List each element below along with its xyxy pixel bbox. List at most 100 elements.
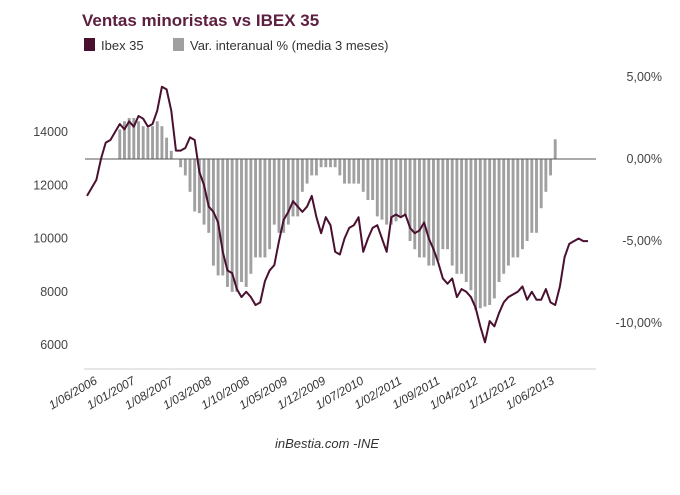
left-axis: 6000 8000 10000 12000 14000: [33, 125, 68, 352]
retail-bar: [132, 118, 136, 159]
x-axis: 1/06/20061/01/20071/08/20071/03/20081/10…: [46, 373, 557, 412]
retail-bar: [272, 159, 276, 225]
right-axis: 5,00% 0,00% -5,00% -10,00%: [615, 70, 662, 330]
retail-bar: [338, 159, 342, 176]
right-tick-label: 5,00%: [627, 70, 662, 84]
retail-bar: [357, 159, 361, 184]
right-tick-label: 0,00%: [627, 152, 662, 166]
retail-bar: [244, 159, 248, 287]
retail-bar: [169, 150, 173, 159]
retail-bar: [277, 159, 281, 233]
legend-label-ibex: Ibex 35: [101, 38, 144, 53]
retail-bar: [310, 159, 314, 176]
retail-bar: [492, 159, 496, 299]
retail-bar: [450, 159, 454, 266]
retail-bar: [539, 159, 543, 209]
retail-bar: [249, 159, 253, 274]
retail-bar: [165, 137, 169, 159]
retail-bar: [446, 159, 449, 250]
retail-bar: [183, 159, 187, 176]
retail-bar: [314, 159, 318, 176]
retail-bar: [286, 159, 290, 225]
retail-bar: [329, 159, 332, 168]
retail-bar: [188, 159, 192, 192]
left-tick-label: 12000: [33, 178, 68, 192]
retail-bar: [319, 159, 323, 168]
chart-title: Ventas minoristas vs IBEX 35: [82, 11, 319, 30]
retail-bar: [160, 126, 164, 159]
retail-bar: [305, 159, 309, 184]
retail-bar: [525, 159, 529, 241]
retail-bar: [291, 159, 295, 217]
retail-bar: [216, 159, 220, 276]
retail-bar: [366, 159, 370, 200]
retail-bar: [441, 159, 445, 250]
retail-bar: [436, 159, 440, 261]
retail-bar: [343, 159, 346, 184]
ibex-line: [86, 85, 588, 344]
retail-bar: [422, 159, 426, 258]
retail-bar: [394, 159, 398, 222]
retail-bar: [333, 159, 337, 168]
retail-bar: [324, 159, 328, 168]
retail-bar: [258, 159, 262, 258]
retail-bar: [497, 159, 501, 282]
retail-bar: [413, 159, 417, 250]
retail-bar: [146, 127, 150, 159]
left-tick-label: 14000: [33, 125, 68, 139]
retail-bar: [511, 159, 515, 258]
retail-bar: [553, 139, 557, 159]
retail-bar: [506, 159, 510, 266]
retail-bar: [151, 126, 154, 159]
retail-bar: [197, 159, 201, 214]
retail-bar: [361, 159, 365, 192]
legend-swatch-ibex: [84, 38, 95, 51]
retail-bar: [488, 159, 492, 305]
retail-bar: [202, 159, 206, 225]
retail-bar: [282, 159, 286, 233]
retail-bar: [417, 159, 421, 258]
retail-bar: [352, 159, 356, 184]
left-tick-label: 10000: [33, 232, 68, 246]
retail-bar: [268, 159, 272, 250]
right-tick-label: -10,00%: [615, 316, 662, 330]
legend-swatch-retail: [173, 38, 184, 51]
retail-bar: [464, 159, 468, 282]
retail-bar: [230, 159, 234, 292]
retail-bar: [474, 159, 478, 310]
retail-bar: [226, 159, 229, 287]
left-tick-label: 6000: [40, 338, 68, 352]
retail-bar: [263, 159, 267, 258]
retail-bar: [427, 159, 431, 266]
retail-bar: [155, 121, 159, 159]
retail-bar: [254, 159, 258, 258]
retail-bar: [403, 159, 407, 217]
retail-bar: [389, 159, 393, 225]
source-note: inBestia.com -INE: [275, 436, 379, 451]
retail-bar: [408, 159, 412, 241]
retail-bar: [235, 159, 239, 292]
retail-bar: [221, 159, 225, 276]
retail-bar: [478, 159, 482, 309]
legend: Ibex 35 Var. interanual % (media 3 meses…: [84, 38, 388, 53]
right-tick-label: -5,00%: [622, 234, 662, 248]
retail-bar: [296, 159, 300, 217]
retail-bar: [483, 159, 487, 307]
retail-bar: [371, 159, 375, 200]
retail-bar: [347, 159, 351, 184]
retail-bar: [469, 159, 473, 291]
retail-bar: [179, 159, 183, 168]
retail-bar: [240, 159, 243, 282]
retail-bar: [549, 159, 552, 176]
retail-bar: [502, 159, 506, 274]
retail-bars: [118, 118, 562, 310]
retail-bar: [516, 159, 520, 258]
retail-bar: [207, 159, 211, 233]
retail-bar: [300, 159, 304, 192]
retail-bar: [521, 159, 524, 250]
retail-bar: [141, 126, 145, 159]
retail-bar: [399, 159, 403, 217]
retail-bar: [544, 159, 548, 192]
retail-bar: [535, 159, 538, 233]
